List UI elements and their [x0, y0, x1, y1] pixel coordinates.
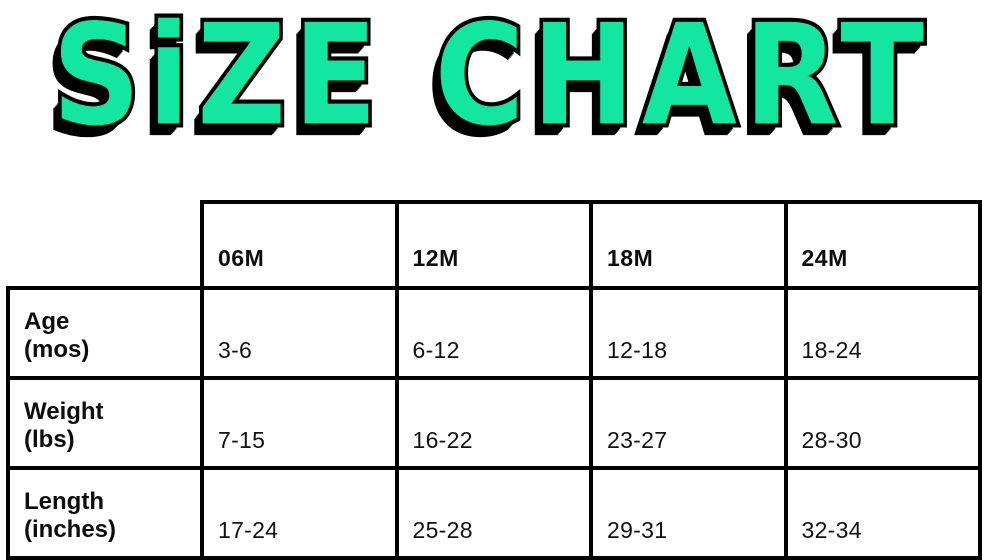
table-row: Length (inches) 17-24 25-28 29-31 32-34	[6, 466, 982, 560]
column-header-24m: 24M	[783, 200, 982, 290]
size-chart-table-container: 06M 12M 18M 24M Age (mos) 3-	[6, 200, 982, 560]
table-row: Age (mos) 3-6 6-12 12-18 18-24	[6, 286, 982, 380]
table-header: 06M 12M 18M 24M	[8, 200, 982, 290]
row-label-text: Age (mos)	[24, 308, 90, 364]
cell-value: 6-12	[412, 337, 460, 363]
cell-value: 16-22	[412, 427, 473, 453]
cell-length-12m: 25-28	[394, 466, 593, 560]
cell-weight-24m: 28-30	[783, 376, 982, 470]
corner-cell	[8, 202, 202, 288]
title-block: SiZE CHART	[0, 0, 984, 150]
row-label-length: Length (inches)	[6, 466, 204, 560]
row-label-weight: Weight (lbs)	[6, 376, 204, 470]
page-title: SiZE CHART	[49, 0, 932, 157]
cell-weight-06m: 7-15	[200, 376, 399, 470]
row-label-text: Weight (lbs)	[24, 398, 104, 454]
table-row: Weight (lbs) 7-15 16-22 23-27 28-30	[6, 376, 982, 470]
cell-value: 7-15	[218, 427, 266, 453]
cell-length-18m: 29-31	[589, 466, 788, 560]
cell-value: 18-24	[801, 337, 862, 363]
column-header-label: 12M	[412, 245, 459, 271]
column-header-12m: 12M	[394, 200, 593, 290]
column-header-label: 24M	[801, 245, 848, 271]
column-header-label: 06M	[218, 245, 265, 271]
table-body: Age (mos) 3-6 6-12 12-18 18-24 Weight	[6, 286, 982, 560]
cell-length-24m: 32-34	[783, 466, 982, 560]
cell-age-18m: 12-18	[589, 286, 788, 380]
column-header-06m: 06M	[200, 200, 399, 290]
header-row: 06M 12M 18M 24M	[8, 200, 982, 290]
row-label-age: Age (mos)	[6, 286, 204, 380]
size-chart-table: 06M 12M 18M 24M Age (mos) 3-	[6, 200, 982, 560]
cell-weight-18m: 23-27	[589, 376, 788, 470]
cell-age-06m: 3-6	[200, 286, 399, 380]
column-header-label: 18M	[607, 245, 654, 271]
cell-age-24m: 18-24	[783, 286, 982, 380]
cell-value: 28-30	[801, 427, 862, 453]
cell-age-12m: 6-12	[394, 286, 593, 380]
cell-weight-12m: 16-22	[394, 376, 593, 470]
cell-value: 29-31	[607, 517, 668, 543]
cell-value: 23-27	[607, 427, 668, 453]
cell-value: 25-28	[412, 517, 473, 543]
cell-value: 3-6	[218, 337, 253, 363]
cell-value: 12-18	[607, 337, 668, 363]
cell-value: 17-24	[218, 517, 279, 543]
column-header-18m: 18M	[589, 200, 788, 290]
cell-value: 32-34	[801, 517, 862, 543]
row-label-text: Length (inches)	[24, 488, 117, 544]
cell-length-06m: 17-24	[200, 466, 399, 560]
